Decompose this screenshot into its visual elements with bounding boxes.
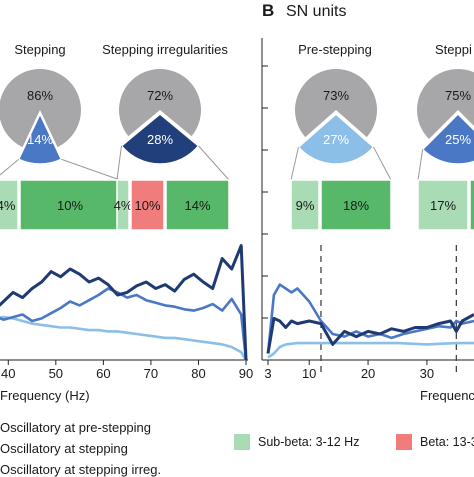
x-tick-label: 30	[420, 366, 434, 381]
pie-slice-big	[295, 68, 378, 138]
line-plot-a: 40 50 60 70 80 90	[0, 244, 253, 381]
series-line	[266, 283, 474, 354]
pie-big-label: 86%	[27, 88, 53, 103]
legend-item-stepping: Oscillatory at stepping	[0, 441, 128, 456]
percentage-bar	[165, 179, 230, 231]
x-tick-label: 20	[361, 366, 375, 381]
x-tick-label: 40	[1, 366, 15, 381]
pie-title-pre-stepping: Pre-stepping	[298, 42, 372, 57]
x-tick-label: 50	[49, 366, 63, 381]
pie-slice-big	[0, 69, 81, 148]
sub-beta-label: Sub-beta: 3-12 Hz	[258, 435, 360, 449]
panel-b-y-ticks	[262, 65, 268, 361]
pie-small-label: 25%	[445, 132, 471, 147]
x-tick-label: 60	[96, 366, 110, 381]
sub-beta-swatch	[234, 434, 250, 450]
panel-b-title: SN units	[286, 3, 346, 20]
legend-sub-beta: Sub-beta: 3-12 Hz	[234, 434, 359, 450]
pie-connector	[417, 149, 424, 181]
pie-connector	[198, 145, 230, 181]
pie-connector	[61, 158, 121, 181]
legend-item-stepping-irreg: Oscillatory at stepping irreg.	[0, 462, 162, 477]
panel-b-letter: B	[262, 1, 274, 20]
percentage-bar	[290, 179, 320, 231]
percentage-bar-label: 17%	[430, 198, 456, 213]
x-tick-label: 70	[144, 366, 158, 381]
percentage-bar-label: 4%	[0, 198, 16, 213]
pie-slice-big	[118, 68, 201, 137]
series-line	[266, 313, 474, 354]
pie-small-label: 28%	[147, 132, 173, 147]
percentage-bar	[0, 179, 19, 231]
percentage-bar-label: 10%	[134, 198, 160, 213]
percentage-bars: 4% 10% 4% 10% 14% 9% 18% 17%	[0, 179, 474, 231]
percentage-bar	[130, 179, 165, 231]
pie-connector	[290, 146, 299, 181]
plot-a-xlabel: Frequency (Hz)	[0, 388, 90, 403]
pie-slice-small	[421, 112, 474, 165]
percentage-bar	[320, 179, 392, 231]
percentage-bar-label: 10%	[57, 198, 83, 213]
pie-connector	[0, 158, 20, 176]
pie-big-label: 75%	[445, 88, 471, 103]
percentage-bar-label: 4%	[114, 198, 133, 213]
x-tick-label: 10	[302, 366, 316, 381]
pie-connector	[373, 146, 392, 181]
pie-slice-big	[417, 69, 474, 139]
percentage-bar	[19, 179, 121, 231]
pie-slice-small	[297, 113, 375, 165]
percentage-bar	[116, 179, 130, 231]
series-line	[0, 315, 248, 361]
percentage-bar	[417, 179, 469, 231]
beta-label: Beta: 13-3	[420, 435, 474, 449]
x-tick-label: 80	[191, 366, 205, 381]
pie-slice-small	[17, 112, 63, 165]
series-line	[267, 341, 474, 359]
pie-title-stepping-irregularities: Stepping irregularities	[102, 42, 228, 57]
pie-small-label: 27%	[323, 132, 349, 147]
percentage-bar	[469, 179, 474, 231]
beta-swatch	[396, 434, 412, 450]
series-line	[0, 244, 248, 361]
plot-b-xlabel: Frequenc	[420, 388, 474, 403]
legend-item-pre-stepping: Oscillatory at pre-stepping	[0, 420, 152, 435]
pie-slice-small	[120, 113, 200, 165]
percentage-bar-label: 9%	[296, 198, 315, 213]
pie-small-label: 14%	[27, 132, 53, 147]
percentage-bar-label: 14%	[184, 198, 210, 213]
pie-connector	[116, 145, 122, 181]
pie-charts: 86% 14% 72% 28% 73% 27% 75% 25%	[0, 68, 474, 181]
legend-beta: Beta: 13-3	[396, 434, 474, 450]
x-tick-label: 3	[264, 366, 271, 381]
x-tick-label: 90	[239, 366, 253, 381]
line-plot-b: 3 10 20 30	[262, 245, 474, 381]
pie-title-stepping: Stepping	[14, 42, 65, 57]
pie-title-stepping-b: Steppi	[435, 42, 472, 57]
pie-big-label: 72%	[147, 88, 173, 103]
percentage-bar-label: 18%	[343, 198, 369, 213]
pie-big-label: 73%	[323, 88, 349, 103]
